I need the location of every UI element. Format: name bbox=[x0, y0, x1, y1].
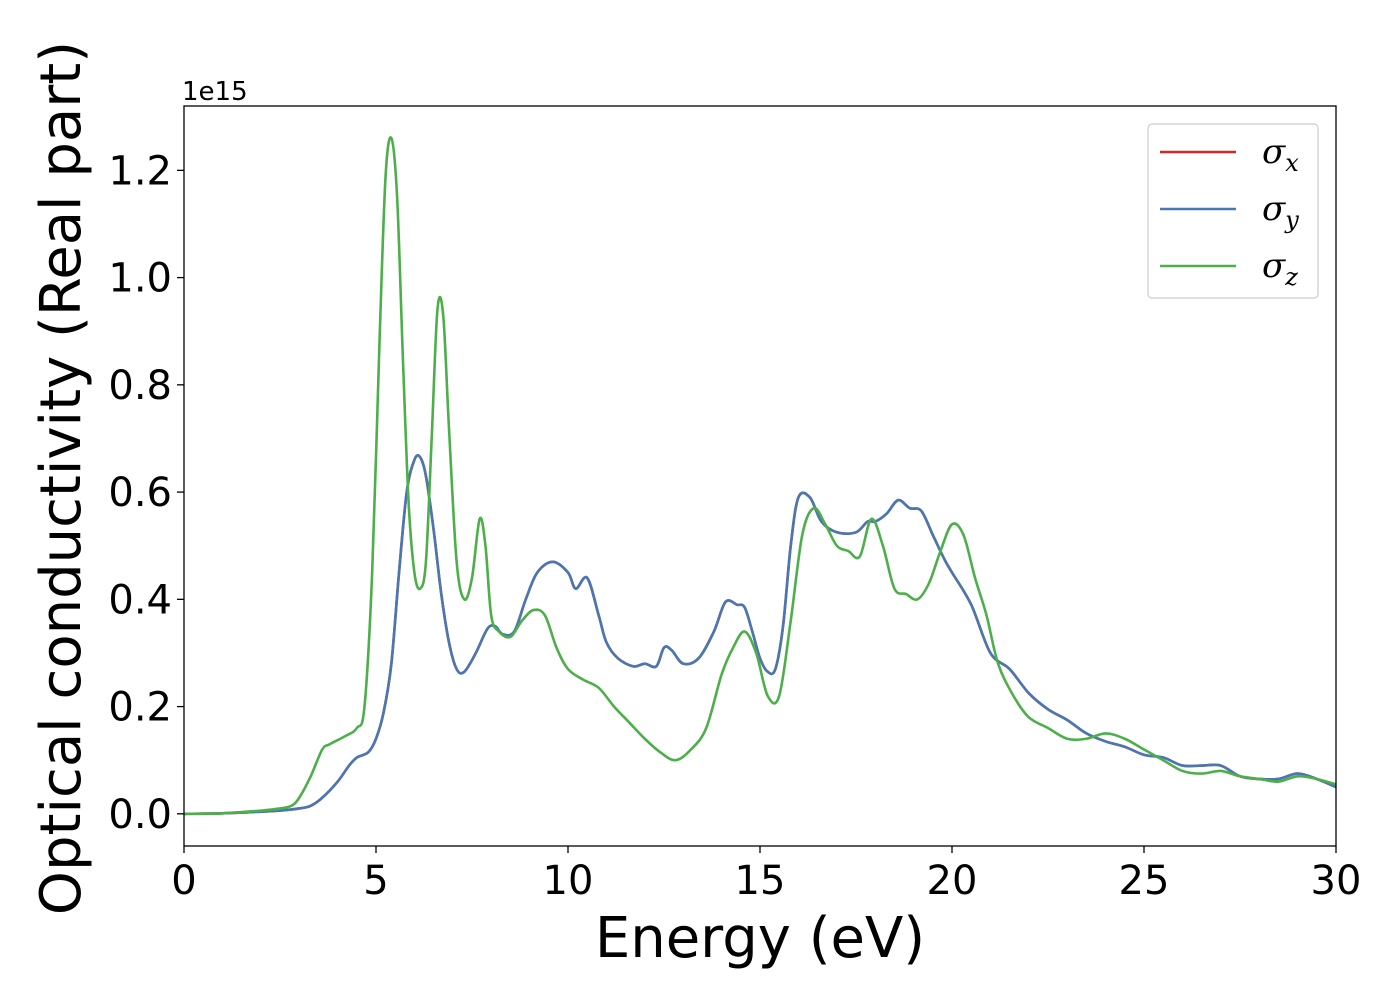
x-axis-ticks: 0 5 10 15 20 25 30 bbox=[171, 846, 1361, 904]
legend-box bbox=[1147, 123, 1319, 299]
x-tick-label: 25 bbox=[1119, 858, 1170, 904]
y-tick-label: 0.2 bbox=[108, 685, 172, 731]
y-axis-ticks: 0.0 0.2 0.4 0.6 0.8 1.0 1.2 bbox=[108, 148, 184, 838]
y-tick-label: 1.2 bbox=[108, 148, 172, 194]
x-tick-label: 15 bbox=[735, 858, 786, 904]
y-axis-label: Optical conductivity (Real part) bbox=[29, 41, 94, 915]
legend-label: σz bbox=[1262, 246, 1298, 291]
y-tick-label: 0.0 bbox=[108, 792, 172, 838]
x-tick-label: 5 bbox=[363, 858, 388, 904]
x-tick-label: 0 bbox=[171, 858, 196, 904]
series-sigma-y-line bbox=[184, 454, 1336, 816]
series-sigma-z-line bbox=[184, 136, 1336, 816]
series-layer bbox=[184, 136, 1336, 816]
y-offset-label: 1e15 bbox=[182, 77, 248, 107]
x-axis-label: Energy (eV) bbox=[595, 906, 925, 971]
y-tick-label: 0.8 bbox=[108, 363, 172, 409]
y-tick-label: 0.4 bbox=[108, 577, 172, 623]
legend: σx σy σz bbox=[1147, 123, 1319, 299]
x-tick-label: 20 bbox=[927, 858, 978, 904]
legend-label: σy bbox=[1262, 189, 1299, 234]
legend-label: σx bbox=[1262, 132, 1299, 177]
y-tick-label: 0.6 bbox=[108, 470, 172, 516]
x-tick-label: 10 bbox=[543, 858, 594, 904]
x-tick-label: 30 bbox=[1311, 858, 1362, 904]
y-tick-label: 1.0 bbox=[108, 256, 172, 302]
